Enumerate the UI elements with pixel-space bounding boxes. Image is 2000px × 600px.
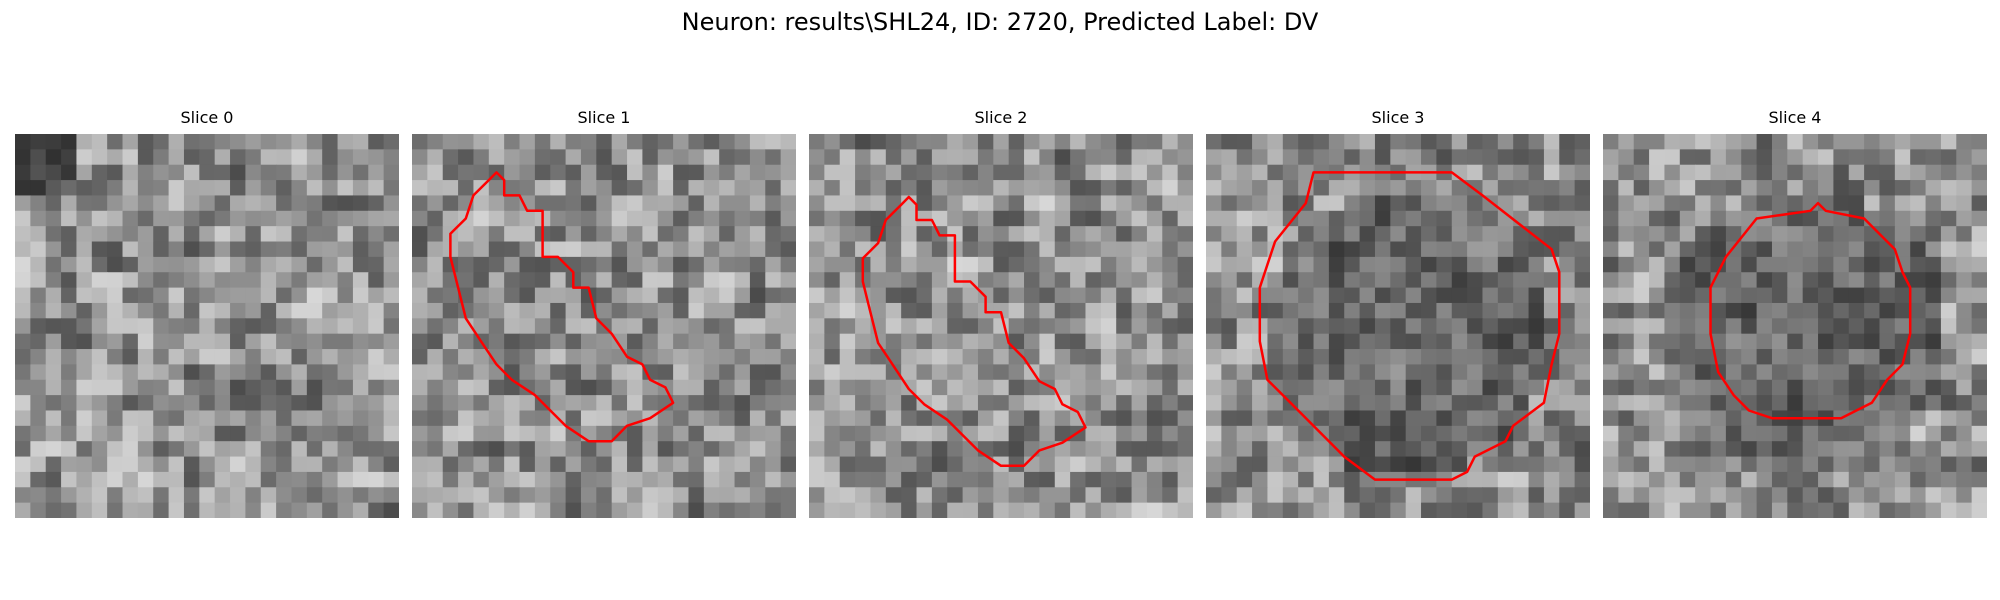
roi-contour bbox=[1258, 171, 1561, 481]
slice-pixel-grid bbox=[809, 134, 1193, 518]
slice-panel-0: Slice 0 bbox=[15, 108, 399, 518]
slice-panel-1: Slice 1 bbox=[412, 108, 796, 518]
slice-panel-4: Slice 4 bbox=[1603, 108, 1987, 518]
slice-title: Slice 1 bbox=[577, 108, 631, 127]
figure-title: Neuron: results\SHL24, ID: 2720, Predict… bbox=[681, 8, 1319, 36]
slice-panel-3: Slice 3 bbox=[1206, 108, 1590, 518]
slice-pixel-grid bbox=[1206, 134, 1590, 518]
slice-title: Slice 0 bbox=[180, 108, 234, 127]
slice-image bbox=[1206, 134, 1590, 518]
slice-pixel-grid bbox=[15, 134, 399, 518]
slice-image bbox=[412, 134, 796, 518]
slice-title: Slice 2 bbox=[974, 108, 1028, 127]
slice-pixel-grid bbox=[1603, 134, 1987, 518]
roi-contour bbox=[861, 195, 1087, 468]
slice-panel-2: Slice 2 bbox=[809, 108, 1193, 518]
slice-image bbox=[1603, 134, 1987, 518]
roi-contour bbox=[449, 171, 675, 443]
slice-pixel-grid bbox=[412, 134, 796, 518]
slice-title: Slice 3 bbox=[1371, 108, 1425, 127]
slice-title: Slice 4 bbox=[1768, 108, 1822, 127]
roi-contour bbox=[1709, 201, 1912, 420]
slice-image bbox=[809, 134, 1193, 518]
slice-image bbox=[15, 134, 399, 518]
